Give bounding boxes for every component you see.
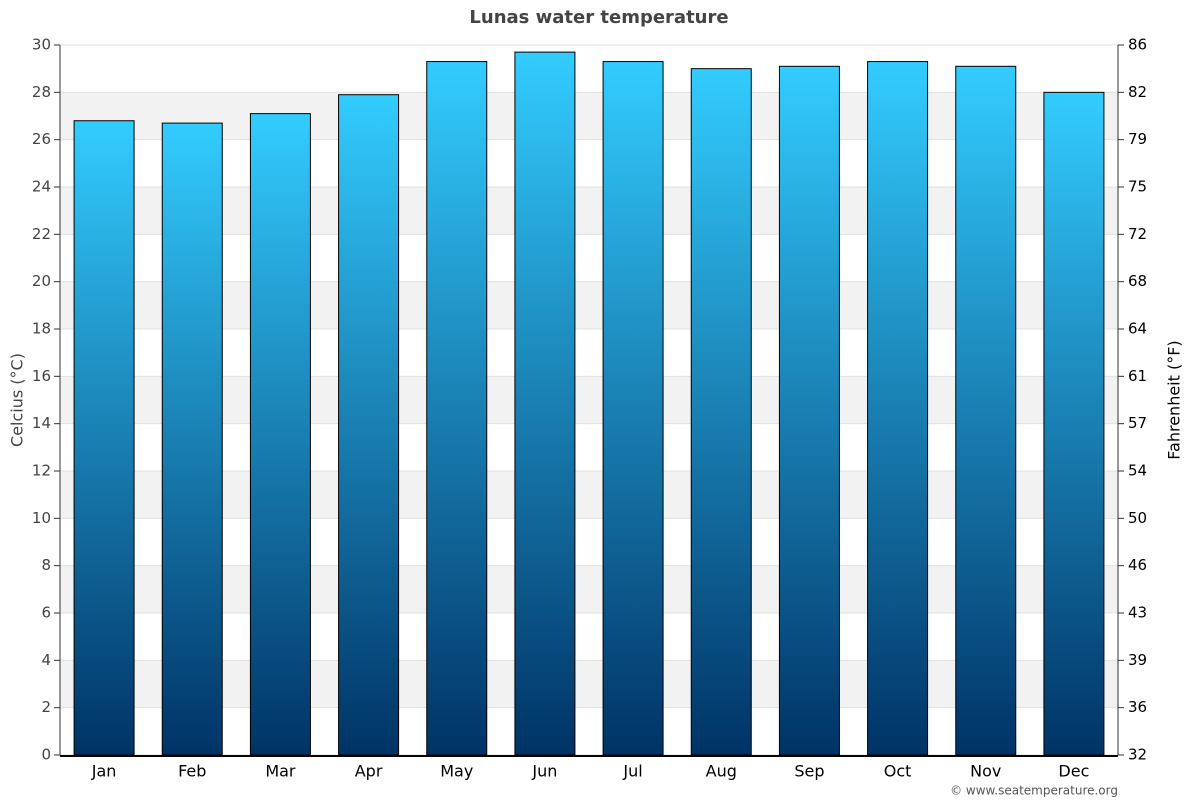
- y-tick-label: 28: [32, 83, 51, 101]
- x-tick-label: Feb: [178, 762, 206, 781]
- y2-tick-label: 61: [1128, 367, 1147, 385]
- y2-tick-label: 54: [1128, 462, 1147, 480]
- y2-tick-label: 36: [1128, 698, 1147, 716]
- y-tick-label: 14: [32, 414, 51, 432]
- x-tick-label: Sep: [794, 762, 824, 781]
- y2-tick-label: 79: [1128, 130, 1147, 148]
- y-tick-label: 20: [32, 272, 51, 290]
- x-tick-label: Apr: [355, 762, 383, 781]
- y-tick-label: 30: [32, 36, 51, 54]
- grid-band: [60, 92, 1118, 140]
- y2-tick-label: 82: [1128, 83, 1147, 101]
- y2-tick-label: 39: [1128, 651, 1147, 669]
- y-tick-label: 0: [41, 746, 51, 764]
- bar: [73, 120, 135, 756]
- x-tick-label: Dec: [1058, 762, 1089, 781]
- x-tick-label: Jun: [531, 762, 557, 781]
- y-tick-label: 8: [41, 556, 51, 574]
- y-tick-label: 12: [32, 462, 51, 480]
- bar: [778, 65, 840, 756]
- y2-tick-label: 46: [1128, 556, 1147, 574]
- credit: © www.seatemperature.org: [950, 784, 1118, 798]
- x-tick-label: Oct: [884, 762, 912, 781]
- bar: [338, 94, 400, 756]
- y-tick-label: 16: [32, 367, 51, 385]
- y2-tick-label: 43: [1128, 604, 1147, 622]
- bar: [955, 65, 1017, 756]
- grid-band: [60, 565, 1118, 613]
- y-tick-label: 18: [32, 320, 51, 338]
- grid-band: [60, 376, 1118, 424]
- bar: [514, 51, 576, 756]
- x-tick-label: Jul: [622, 762, 642, 781]
- y-axis-label: Celcius (°C): [8, 353, 27, 447]
- x-tick-label: Nov: [970, 762, 1001, 781]
- y-tick-label: 22: [32, 225, 51, 243]
- y2-tick-label: 72: [1128, 225, 1147, 243]
- grid-band: [60, 187, 1118, 235]
- x-tick-label: May: [440, 762, 473, 781]
- y-tick-label: 24: [32, 178, 51, 196]
- y2-tick-label: 86: [1128, 36, 1147, 54]
- y2-tick-label: 68: [1128, 272, 1147, 290]
- y2-tick-label: 57: [1128, 414, 1147, 432]
- y-tick-label: 10: [32, 509, 51, 527]
- bar: [690, 68, 752, 756]
- y2-tick-label: 75: [1128, 178, 1147, 196]
- y-tick-label: 26: [32, 130, 51, 148]
- y2-axis-label: Fahrenheit (°F): [1165, 340, 1184, 459]
- y2-tick-label: 64: [1128, 320, 1147, 338]
- chart-title: Lunas water temperature: [469, 7, 728, 28]
- grid-band: [60, 471, 1118, 519]
- bar: [867, 61, 929, 756]
- bar: [602, 61, 664, 756]
- grid-band: [60, 660, 1118, 708]
- y2-tick-label: 32: [1128, 746, 1147, 764]
- y-tick-label: 4: [41, 651, 51, 669]
- grid-band: [60, 281, 1118, 329]
- bar: [426, 61, 488, 756]
- x-tick-label: Mar: [265, 762, 296, 781]
- x-tick-label: Jan: [91, 762, 117, 781]
- y-tick-label: 2: [41, 698, 51, 716]
- x-tick-label: Aug: [706, 762, 737, 781]
- bar: [161, 122, 223, 756]
- y-tick-label: 6: [41, 604, 51, 622]
- bar: [249, 113, 311, 756]
- y2-tick-label: 50: [1128, 509, 1147, 527]
- bar: [1043, 91, 1105, 756]
